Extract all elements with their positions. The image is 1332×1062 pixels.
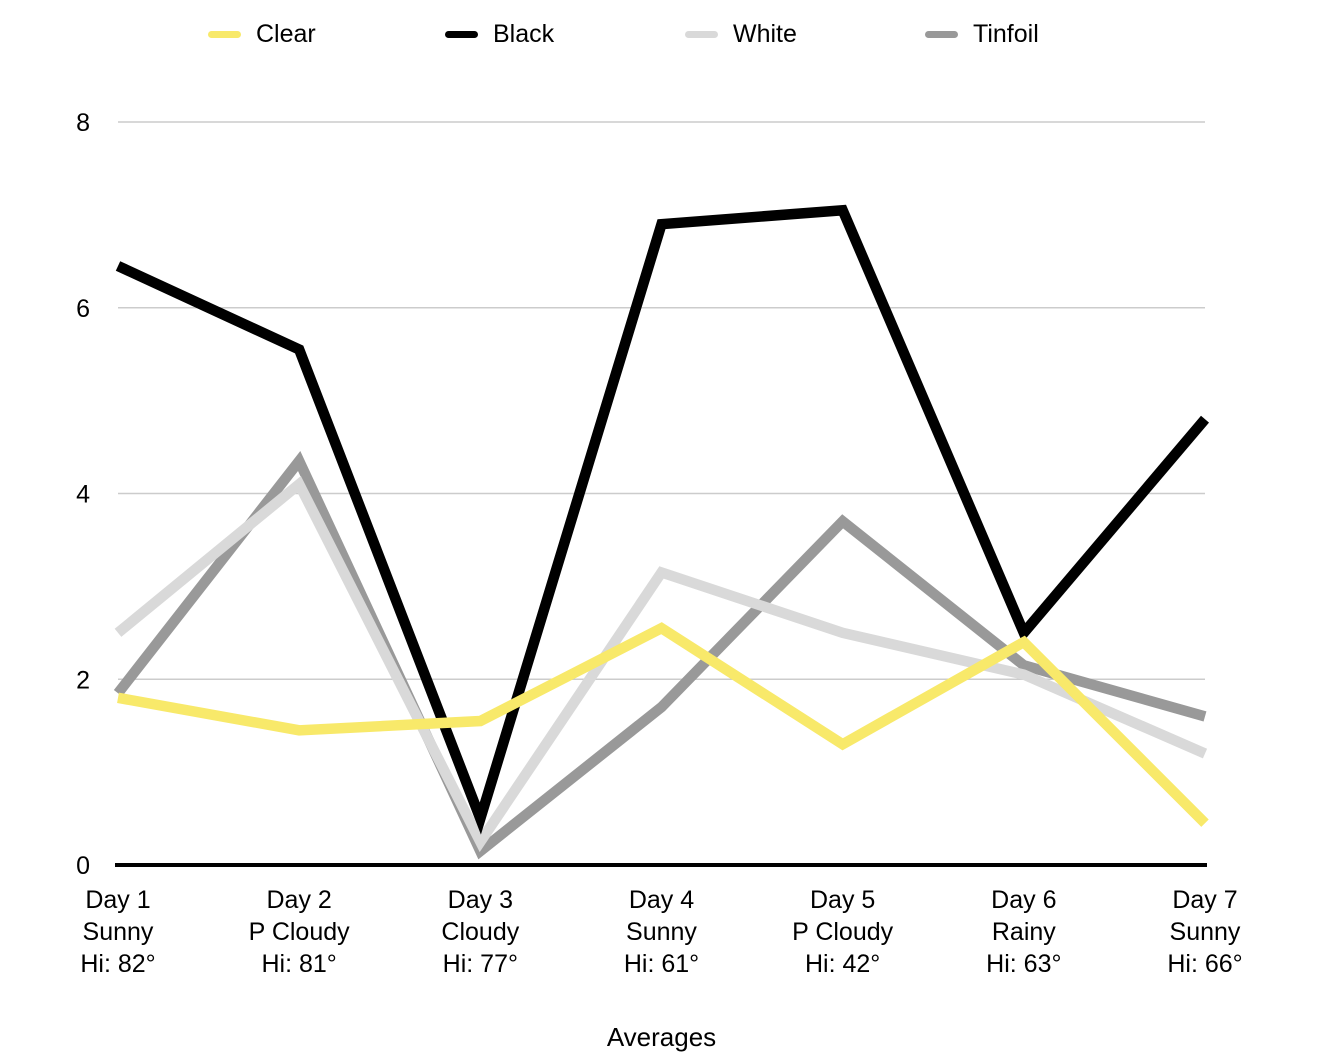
x-label-day7-line2: Sunny [1170,918,1241,946]
x-label-day7-line3: Hi: 66° [1167,950,1242,978]
legend-item-clear: Clear [208,18,316,50]
series-line-black [115,204,1210,835]
x-label-day7-line1: Day 7 [1172,886,1237,914]
legend-label-tinfoil: Tinfoil [973,20,1039,48]
x-label-day1-line2: Sunny [83,918,154,946]
x-label-day6-line3: Hi: 63° [986,950,1061,978]
chart-legend: Clear Black White Tinfoil [0,18,1332,50]
legend-item-tinfoil: Tinfoil [925,18,1039,50]
legend-swatch-clear-icon [208,30,241,38]
x-label-day5-line3: Hi: 42° [805,950,880,978]
series-line-clear [117,622,1209,827]
x-label-day1-line1: Day 1 [85,886,150,914]
x-label-day1-line3: Hi: 82° [80,950,155,978]
y-tick-2: 2 [76,666,90,694]
x-label-day2-line3: Hi: 81° [262,950,337,978]
y-tick-8: 8 [76,109,90,137]
x-label-day2-line2: P Cloudy [249,918,350,946]
x-label-day2-line1: Day 2 [267,886,332,914]
x-label-day4-line3: Hi: 61° [624,950,699,978]
legend-item-black: Black [445,18,554,50]
x-label-day3-line2: Cloudy [441,918,519,946]
legend-swatch-tinfoil-icon [925,30,958,38]
x-label-day6-line1: Day 6 [991,886,1056,914]
series-line-tinfoil [113,450,1207,860]
y-tick-4: 4 [76,481,90,509]
x-label-day3-line1: Day 3 [448,886,513,914]
y-tick-6: 6 [76,295,90,323]
x-label-day6-line2: Rainy [992,918,1056,946]
x-label-day4-line2: Sunny [626,918,697,946]
legend-label-white: White [733,20,797,48]
x-label-day5-line2: P Cloudy [792,918,893,946]
legend-item-white: White [685,18,797,50]
legend-label-clear: Clear [256,20,316,48]
x-label-day5-line1: Day 5 [810,886,875,914]
x-label-day4-line1: Day 4 [629,886,694,914]
y-tick-0: 0 [76,852,90,880]
legend-swatch-white-icon [685,30,718,38]
legend-label-black: Black [493,20,555,48]
x-label-day3-line3: Hi: 77° [443,950,518,978]
x-axis-title: Averages [606,1022,717,1052]
legend-swatch-black-icon [445,30,478,38]
series-line-white [114,476,1208,853]
